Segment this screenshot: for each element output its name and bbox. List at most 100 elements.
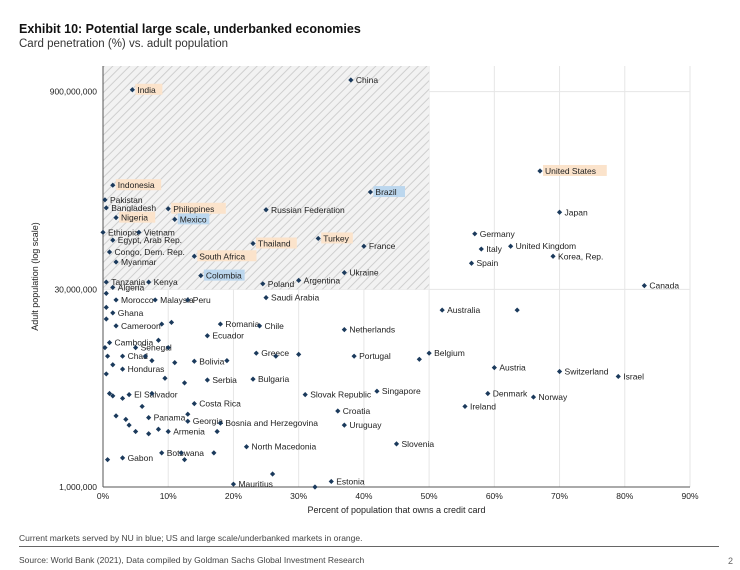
label-estonia: Estonia	[336, 476, 365, 486]
label-highlight-south-africa	[197, 250, 257, 262]
point-unlabeled	[113, 413, 119, 419]
label-highlight-united-states	[542, 164, 607, 176]
page-number: 2	[728, 556, 734, 566]
label-gabon: Gabon	[128, 453, 154, 463]
point-unlabeled	[416, 356, 422, 362]
point-unlabeled	[103, 290, 109, 296]
point-ethiopia	[100, 229, 106, 235]
chart-axes	[102, 66, 690, 488]
label-singapore: Singapore	[382, 386, 421, 396]
point-unlabeled	[103, 371, 109, 377]
point-italy	[478, 246, 484, 252]
label-armenia: Armenia	[173, 426, 205, 436]
point-israel	[615, 373, 621, 380]
label-cameroon: Cameroon	[121, 321, 161, 331]
point-portugal	[351, 353, 357, 359]
source-note: Source: World Bank (2021), Data compiled…	[19, 555, 365, 565]
point-congo-dem-rep	[106, 249, 113, 255]
point-nigeria	[113, 215, 119, 221]
point-egypt-arab-rep	[110, 237, 116, 243]
data-points: China India United States Indonesia Brazil Pa…	[100, 75, 679, 490]
point-unlabeled	[149, 390, 155, 397]
label-south-africa: South Africa	[199, 251, 245, 261]
point-south-africa	[191, 253, 197, 259]
label-australia: Australia	[447, 305, 480, 315]
point-netherlands	[341, 327, 347, 333]
label-ecuador: Ecuador	[212, 331, 244, 341]
point-unlabeled	[119, 395, 126, 401]
point-unlabeled	[155, 426, 162, 432]
chart-note: Current markets served by NU in blue; US…	[19, 533, 363, 543]
x-tick-label: 0%	[97, 491, 110, 501]
x-axis-ticks: 0% 10% 20% 30% 40% 50% 60% 70% 80% 90%	[97, 491, 699, 501]
point-unlabeled	[269, 471, 276, 477]
label-ukraine: Ukraine	[349, 268, 379, 278]
label-norway: Norway	[538, 392, 568, 402]
point-pakistan	[102, 197, 108, 203]
label-highlight-turkey	[321, 232, 353, 244]
point-peru	[185, 297, 191, 303]
label-nigeria: Nigeria	[121, 213, 148, 223]
point-norway	[530, 394, 537, 400]
label-united-kingdom: United Kingdom	[516, 241, 576, 251]
label-israel: Israel	[623, 371, 644, 381]
point-unlabeled	[104, 353, 111, 359]
point-unlabeled	[181, 380, 188, 386]
label-myanmar: Myanmar	[121, 257, 157, 267]
point-morocco	[113, 297, 119, 303]
point-japan	[556, 209, 563, 215]
point-unlabeled	[168, 319, 175, 325]
label-el-salvador: El Salvador	[134, 390, 178, 400]
point-greece	[253, 350, 259, 356]
label-slovak-republic: Slovak Republic	[310, 390, 372, 400]
y-axis-label: Adult population (log scale)	[30, 222, 40, 331]
label-italy: Italy	[486, 244, 502, 254]
point-belgium	[426, 350, 432, 356]
label-korea-rep: Korea, Rep.	[558, 251, 603, 261]
x-axis-label: Percent of population that owns a credit…	[307, 505, 485, 515]
point-france	[361, 243, 367, 249]
label-portugal: Portugal	[359, 351, 391, 361]
point-unlabeled	[155, 337, 162, 343]
label-kenya: Kenya	[154, 277, 178, 287]
label-cambodia: Cambodia	[115, 338, 154, 348]
point-poland	[260, 281, 266, 287]
label-botswana: Botswana	[167, 448, 205, 458]
point-unlabeled	[172, 360, 178, 366]
point-china	[348, 77, 354, 83]
point-philippines	[165, 206, 171, 212]
point-ukraine	[341, 270, 347, 276]
x-tick-label: 10%	[160, 491, 177, 501]
label-bolivia: Bolivia	[199, 356, 224, 366]
point-bangladesh	[103, 205, 109, 211]
point-turkey	[315, 235, 321, 242]
label-bulgaria: Bulgaria	[258, 374, 289, 384]
point-unlabeled	[273, 353, 279, 359]
point-armenia	[165, 428, 171, 435]
point-el-salvador	[126, 392, 132, 398]
point-uruguay	[341, 422, 347, 428]
point-unlabeled	[514, 307, 520, 313]
label-serbia: Serbia	[212, 375, 237, 385]
label-colombia: Colombia	[206, 271, 242, 281]
point-indonesia	[110, 182, 116, 188]
point-austria	[491, 365, 497, 371]
divider	[19, 546, 719, 547]
label-georgia: Georgia	[193, 416, 224, 426]
point-slovak-republic	[302, 392, 308, 398]
point-switzerland	[556, 368, 563, 375]
label-chad: Chad	[128, 351, 149, 361]
point-north-macedonia	[243, 444, 250, 450]
x-tick-label: 30%	[290, 491, 307, 501]
point-unlabeled	[103, 304, 109, 310]
page-subtitle: Card penetration (%) vs. adult populatio…	[19, 38, 229, 50]
label-france: France	[369, 241, 396, 251]
point-estonia	[328, 478, 334, 485]
label-argentina: Argentina	[304, 275, 341, 285]
point-mauritius	[230, 481, 237, 487]
point-ecuador	[204, 333, 210, 339]
point-unlabeled	[178, 450, 184, 456]
point-united-kingdom	[508, 243, 514, 249]
point-unlabeled	[211, 450, 217, 456]
point-kenya	[146, 279, 152, 285]
